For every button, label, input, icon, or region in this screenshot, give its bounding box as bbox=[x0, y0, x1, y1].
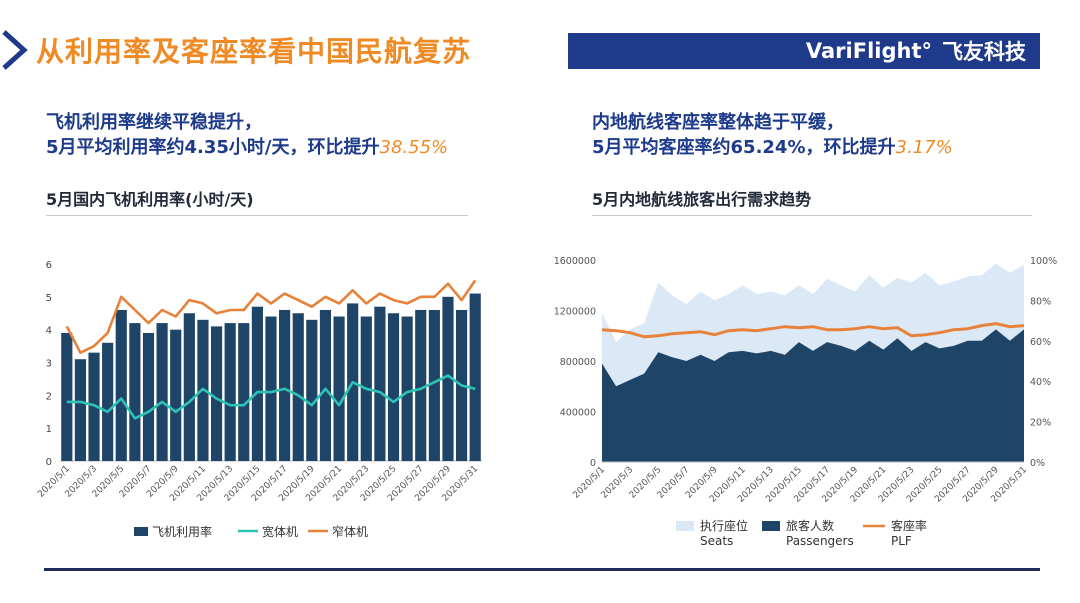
y-tick-label: 6 bbox=[46, 260, 52, 271]
legend-label-narrow-body: 窄体机 bbox=[332, 524, 368, 539]
legend-swatch-utilization bbox=[134, 527, 148, 536]
y-tick-label: 4 bbox=[46, 326, 52, 337]
utilization-bar bbox=[129, 323, 141, 461]
legend-label-utilization: 飞机利用率 bbox=[152, 524, 212, 539]
right-headline-highlight: 3.17% bbox=[895, 137, 953, 158]
utilization-bar bbox=[469, 293, 481, 461]
brand-name-cn: 飞友科技 bbox=[942, 40, 1026, 64]
brand-logo: VariFlight° 飞友科技 bbox=[568, 33, 1040, 69]
utilization-bar bbox=[415, 309, 427, 461]
utilization-bar bbox=[142, 332, 155, 461]
utilization-bar bbox=[442, 296, 454, 461]
legend-label-passengers: 旅客人数 bbox=[786, 518, 834, 533]
legend-swatch-seats bbox=[676, 521, 694, 531]
legend-label-plf-en: PLF bbox=[891, 534, 912, 548]
utilization-bar bbox=[170, 329, 182, 461]
y-right-tick-label: 100% bbox=[1030, 256, 1057, 267]
left-headline: 飞机利用率继续平稳提升， 5月平均利用率约4.35小时/天，环比提升38.55% bbox=[46, 110, 448, 160]
page-title: 从利用率及客座率看中国民航复苏 bbox=[36, 35, 472, 68]
utilization-bar bbox=[88, 352, 100, 461]
passenger-demand-chart: 0 400000 800000 1200000 1600000 0% 20% 40% 60% 80… bbox=[554, 256, 1057, 548]
y-left-tick-label: 1200000 bbox=[554, 307, 596, 318]
logo-chevron-icon bbox=[2, 30, 28, 70]
utilization-bar bbox=[183, 313, 195, 461]
right-headline-line2: 5月平均客座率约65.24%，环比提升 bbox=[592, 137, 896, 158]
y-right-tick-label: 60% bbox=[1030, 337, 1051, 348]
legend-label-wide-body: 宽体机 bbox=[262, 524, 298, 539]
y-left-tick-label: 0 bbox=[590, 458, 596, 469]
left-headline-line2: 5月平均利用率约4.35小时/天，环比提升 bbox=[46, 137, 380, 158]
utilization-bar bbox=[401, 316, 413, 461]
y-tick-label: 5 bbox=[46, 293, 52, 304]
left-headline-line1: 飞机利用率继续平稳提升， bbox=[46, 112, 262, 133]
utilization-bar bbox=[251, 306, 263, 461]
left-divider bbox=[46, 215, 468, 216]
y-left-tick-label: 800000 bbox=[560, 357, 596, 368]
bottom-divider bbox=[44, 568, 1040, 571]
utilization-bar bbox=[224, 323, 236, 461]
utilization-bar bbox=[292, 313, 304, 461]
y-right-tick-label: 80% bbox=[1030, 296, 1051, 307]
utilization-bar bbox=[428, 309, 440, 461]
y-right-tick-label: 0% bbox=[1030, 458, 1045, 469]
y-left-tick-label: 1600000 bbox=[554, 256, 596, 267]
y-tick-label: 2 bbox=[46, 391, 52, 402]
plf-line bbox=[601, 322, 1025, 339]
utilization-bar bbox=[306, 319, 318, 461]
y-tick-label: 1 bbox=[46, 424, 52, 435]
utilization-bar bbox=[319, 309, 332, 461]
y-left-tick-label: 400000 bbox=[560, 408, 596, 419]
utilization-bar bbox=[279, 309, 291, 461]
utilization-bar bbox=[210, 326, 223, 461]
right-headline-line1: 内地航线客座率整体趋于平缓， bbox=[592, 112, 844, 133]
passengers-area bbox=[602, 329, 1024, 462]
wide-body-line bbox=[66, 374, 476, 420]
brand-name-en: VariFlight° bbox=[805, 39, 932, 63]
utilization-bar bbox=[61, 332, 73, 461]
y-tick-label: 3 bbox=[46, 359, 52, 370]
utilization-bar bbox=[74, 359, 87, 461]
left-chart-title: 5月国内飞机利用率(小时/天) bbox=[46, 190, 254, 209]
legend-swatch-passengers bbox=[762, 521, 780, 531]
utilization-chart: 01234562020/5/12020/5/32020/5/52020/5/72… bbox=[36, 260, 482, 539]
y-right-tick-label: 40% bbox=[1030, 377, 1051, 388]
utilization-bar bbox=[265, 316, 277, 461]
utilization-bar bbox=[374, 306, 386, 461]
legend-label-plf: 客座率 bbox=[891, 518, 927, 533]
left-headline-highlight: 38.55% bbox=[379, 137, 449, 158]
utilization-bar bbox=[156, 323, 168, 461]
right-headline: 内地航线客座率整体趋于平缓， 5月平均客座率约65.24%，环比提升3.17% bbox=[592, 110, 953, 160]
legend-label-passengers-en: Passengers bbox=[786, 534, 854, 548]
utilization-bar bbox=[333, 316, 345, 461]
utilization-bar bbox=[102, 342, 114, 461]
utilization-bar bbox=[387, 313, 400, 461]
utilization-bar bbox=[115, 309, 127, 461]
legend-label-seats-en: Seats bbox=[700, 534, 733, 548]
right-chart-title: 5月内地航线旅客出行需求趋势 bbox=[592, 190, 812, 209]
narrow-body-line bbox=[65, 279, 477, 354]
utilization-bar bbox=[238, 323, 250, 461]
y-tick-label: 0 bbox=[46, 457, 52, 468]
y-right-tick-label: 20% bbox=[1030, 418, 1051, 429]
legend-label-seats: 执行座位 bbox=[700, 518, 748, 533]
right-divider bbox=[592, 215, 1032, 216]
